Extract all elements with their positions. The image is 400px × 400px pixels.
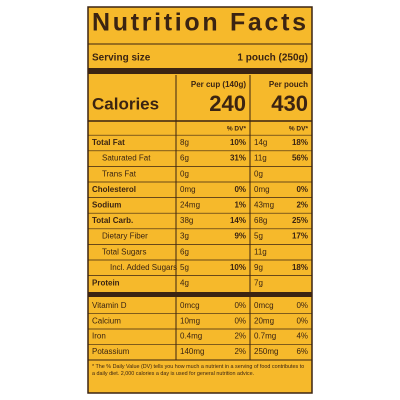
cup-dv: 0%	[234, 185, 246, 194]
cup-calories: 240	[209, 91, 246, 116]
cup-amount: 6g	[180, 247, 189, 256]
cup-dv: 1%	[234, 201, 246, 210]
cup-amount: 38g	[180, 216, 193, 225]
pouch-amount: 43mg	[254, 201, 274, 210]
pouch-calories: 430	[271, 91, 308, 116]
nutrient-name: Total Carb.	[92, 216, 133, 225]
pouch-dv: 4%	[296, 332, 308, 341]
nutrient-name: Cholesterol	[92, 185, 136, 194]
cup-amount: 3g	[180, 232, 189, 241]
title: Nutrition Facts	[92, 9, 306, 37]
nutrient-name: Iron	[92, 332, 106, 341]
pouch-amount: 5g	[254, 232, 263, 241]
cup-amount: 140mg	[180, 347, 204, 356]
cup-amount: 24mg	[180, 201, 200, 210]
pouch-dv: 2%	[296, 201, 308, 210]
pouch-header: Per pouch	[269, 80, 308, 89]
serving-label: Serving size	[92, 53, 151, 64]
pouch-amount: 68g	[254, 216, 267, 225]
pouch-amount: 0g	[254, 169, 263, 178]
pouch-dv: 0%	[296, 316, 308, 325]
footnote: * The % Daily Value (DV) tells you how m…	[92, 364, 305, 377]
calories-label: Calories	[92, 94, 159, 113]
pouch-dv: 25%	[292, 216, 308, 225]
footnote-box: * The % Daily Value (DV) tells you how m…	[92, 364, 305, 377]
pouch-dv: 0%	[296, 185, 308, 194]
cup-dv: 2%	[234, 332, 246, 341]
nutrient-name: Incl. Added Sugars	[110, 263, 177, 272]
cup-amount: 0mcg	[180, 301, 200, 310]
cup-dv: 2%	[234, 347, 246, 356]
dv-header: % DV*	[289, 126, 309, 133]
serving-value: 1 pouch (250g)	[237, 53, 308, 64]
pouch-dv: 18%	[292, 138, 308, 147]
pouch-amount: 7g	[254, 279, 263, 288]
pouch-dv: 18%	[292, 263, 308, 272]
nutrient-name: Trans Fat	[102, 169, 137, 178]
pouch-amount: 11g	[254, 154, 267, 163]
pouch-dv: 6%	[296, 347, 308, 356]
cup-dv: 31%	[230, 154, 246, 163]
cup-amount: 5g	[180, 263, 189, 272]
thick-rule	[88, 68, 312, 74]
nutrient-name: Total Sugars	[102, 247, 146, 256]
pouch-amount: 20mg	[254, 316, 274, 325]
pouch-amount: 0mg	[254, 185, 270, 194]
nutrient-name: Total Fat	[92, 138, 125, 147]
cup-amount: 4g	[180, 279, 189, 288]
nutrient-name: Calcium	[92, 316, 121, 325]
cup-dv: 0%	[234, 316, 246, 325]
cup-dv: 10%	[230, 138, 246, 147]
pouch-dv: 0%	[296, 301, 308, 310]
cup-amount: 6g	[180, 154, 189, 163]
pouch-dv: 17%	[292, 232, 308, 241]
cup-dv: 0%	[234, 301, 246, 310]
thick-rule	[88, 292, 312, 297]
nutrient-name: Dietary Fiber	[102, 232, 148, 241]
pouch-amount: 11g	[254, 247, 267, 256]
pouch-amount: 14g	[254, 138, 267, 147]
nutrient-name: Saturated Fat	[102, 154, 151, 163]
dv-header: % DV*	[227, 126, 247, 133]
cup-dv: 10%	[230, 263, 246, 272]
cup-amount: 8g	[180, 138, 189, 147]
nutrient-name: Sodium	[92, 201, 121, 210]
cup-dv: 9%	[234, 232, 246, 241]
pouch-amount: 0.7mg	[254, 332, 276, 341]
cup-amount: 0g	[180, 169, 189, 178]
pouch-amount: 250mg	[254, 347, 278, 356]
cup-amount: 0.4mg	[180, 332, 202, 341]
nutrient-name: Vitamin D	[92, 301, 127, 310]
cup-dv: 14%	[230, 216, 246, 225]
pouch-dv: 56%	[292, 154, 308, 163]
nutrient-name: Potassium	[92, 347, 130, 356]
cup-header: Per cup (140g)	[191, 80, 246, 89]
cup-amount: 10mg	[180, 316, 200, 325]
cup-amount: 0mg	[180, 185, 196, 194]
nutrient-name: Protein	[92, 279, 120, 288]
pouch-amount: 0mcg	[254, 301, 274, 310]
pouch-amount: 9g	[254, 263, 263, 272]
